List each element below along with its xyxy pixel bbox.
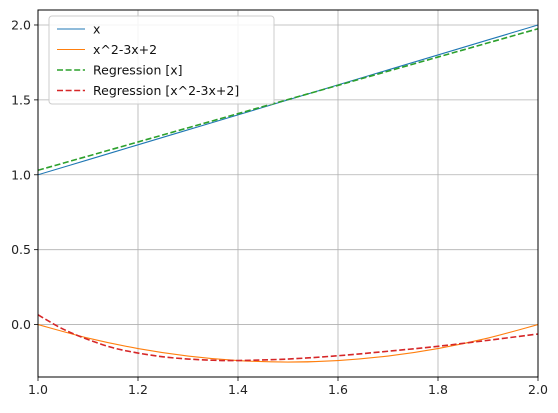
y-tick-label: 2.0 [11, 17, 31, 32]
x-tick-label: 1.8 [428, 382, 448, 397]
x-tick-label: 1.6 [328, 382, 348, 397]
axis-ticks: 1.0 1.2 1.4 1.6 1.8 2.0 0.0 0.5 1.0 1.5 2.0 [11, 17, 548, 397]
series-line-1 [38, 324, 538, 363]
series-line-2 [38, 27, 538, 172]
legend: x x^2-3x+2 Regression [x] Regression [x^2-3… [48, 15, 275, 105]
plot-frame [37, 9, 539, 378]
legend-box [48, 15, 275, 105]
x-tick-label: 1.4 [228, 382, 248, 397]
y-tick-label: 0.0 [11, 317, 31, 332]
legend-label: Regression [x^2-3x+2] [93, 83, 239, 98]
x-tick-label: 1.0 [28, 382, 48, 397]
x-tick-label: 1.2 [128, 382, 148, 397]
y-tick-label: 1.5 [11, 92, 31, 107]
y-tick-label: 0.5 [11, 242, 31, 257]
y-tick-label: 1.0 [11, 167, 31, 182]
series-line-3 [38, 314, 538, 362]
x-tick-label: 2.0 [528, 382, 548, 397]
legend-label: Regression [x] [93, 63, 183, 78]
series-lines [38, 24, 538, 363]
legend-label: x^2-3x+2 [93, 42, 157, 57]
legend-label: x [93, 22, 100, 37]
